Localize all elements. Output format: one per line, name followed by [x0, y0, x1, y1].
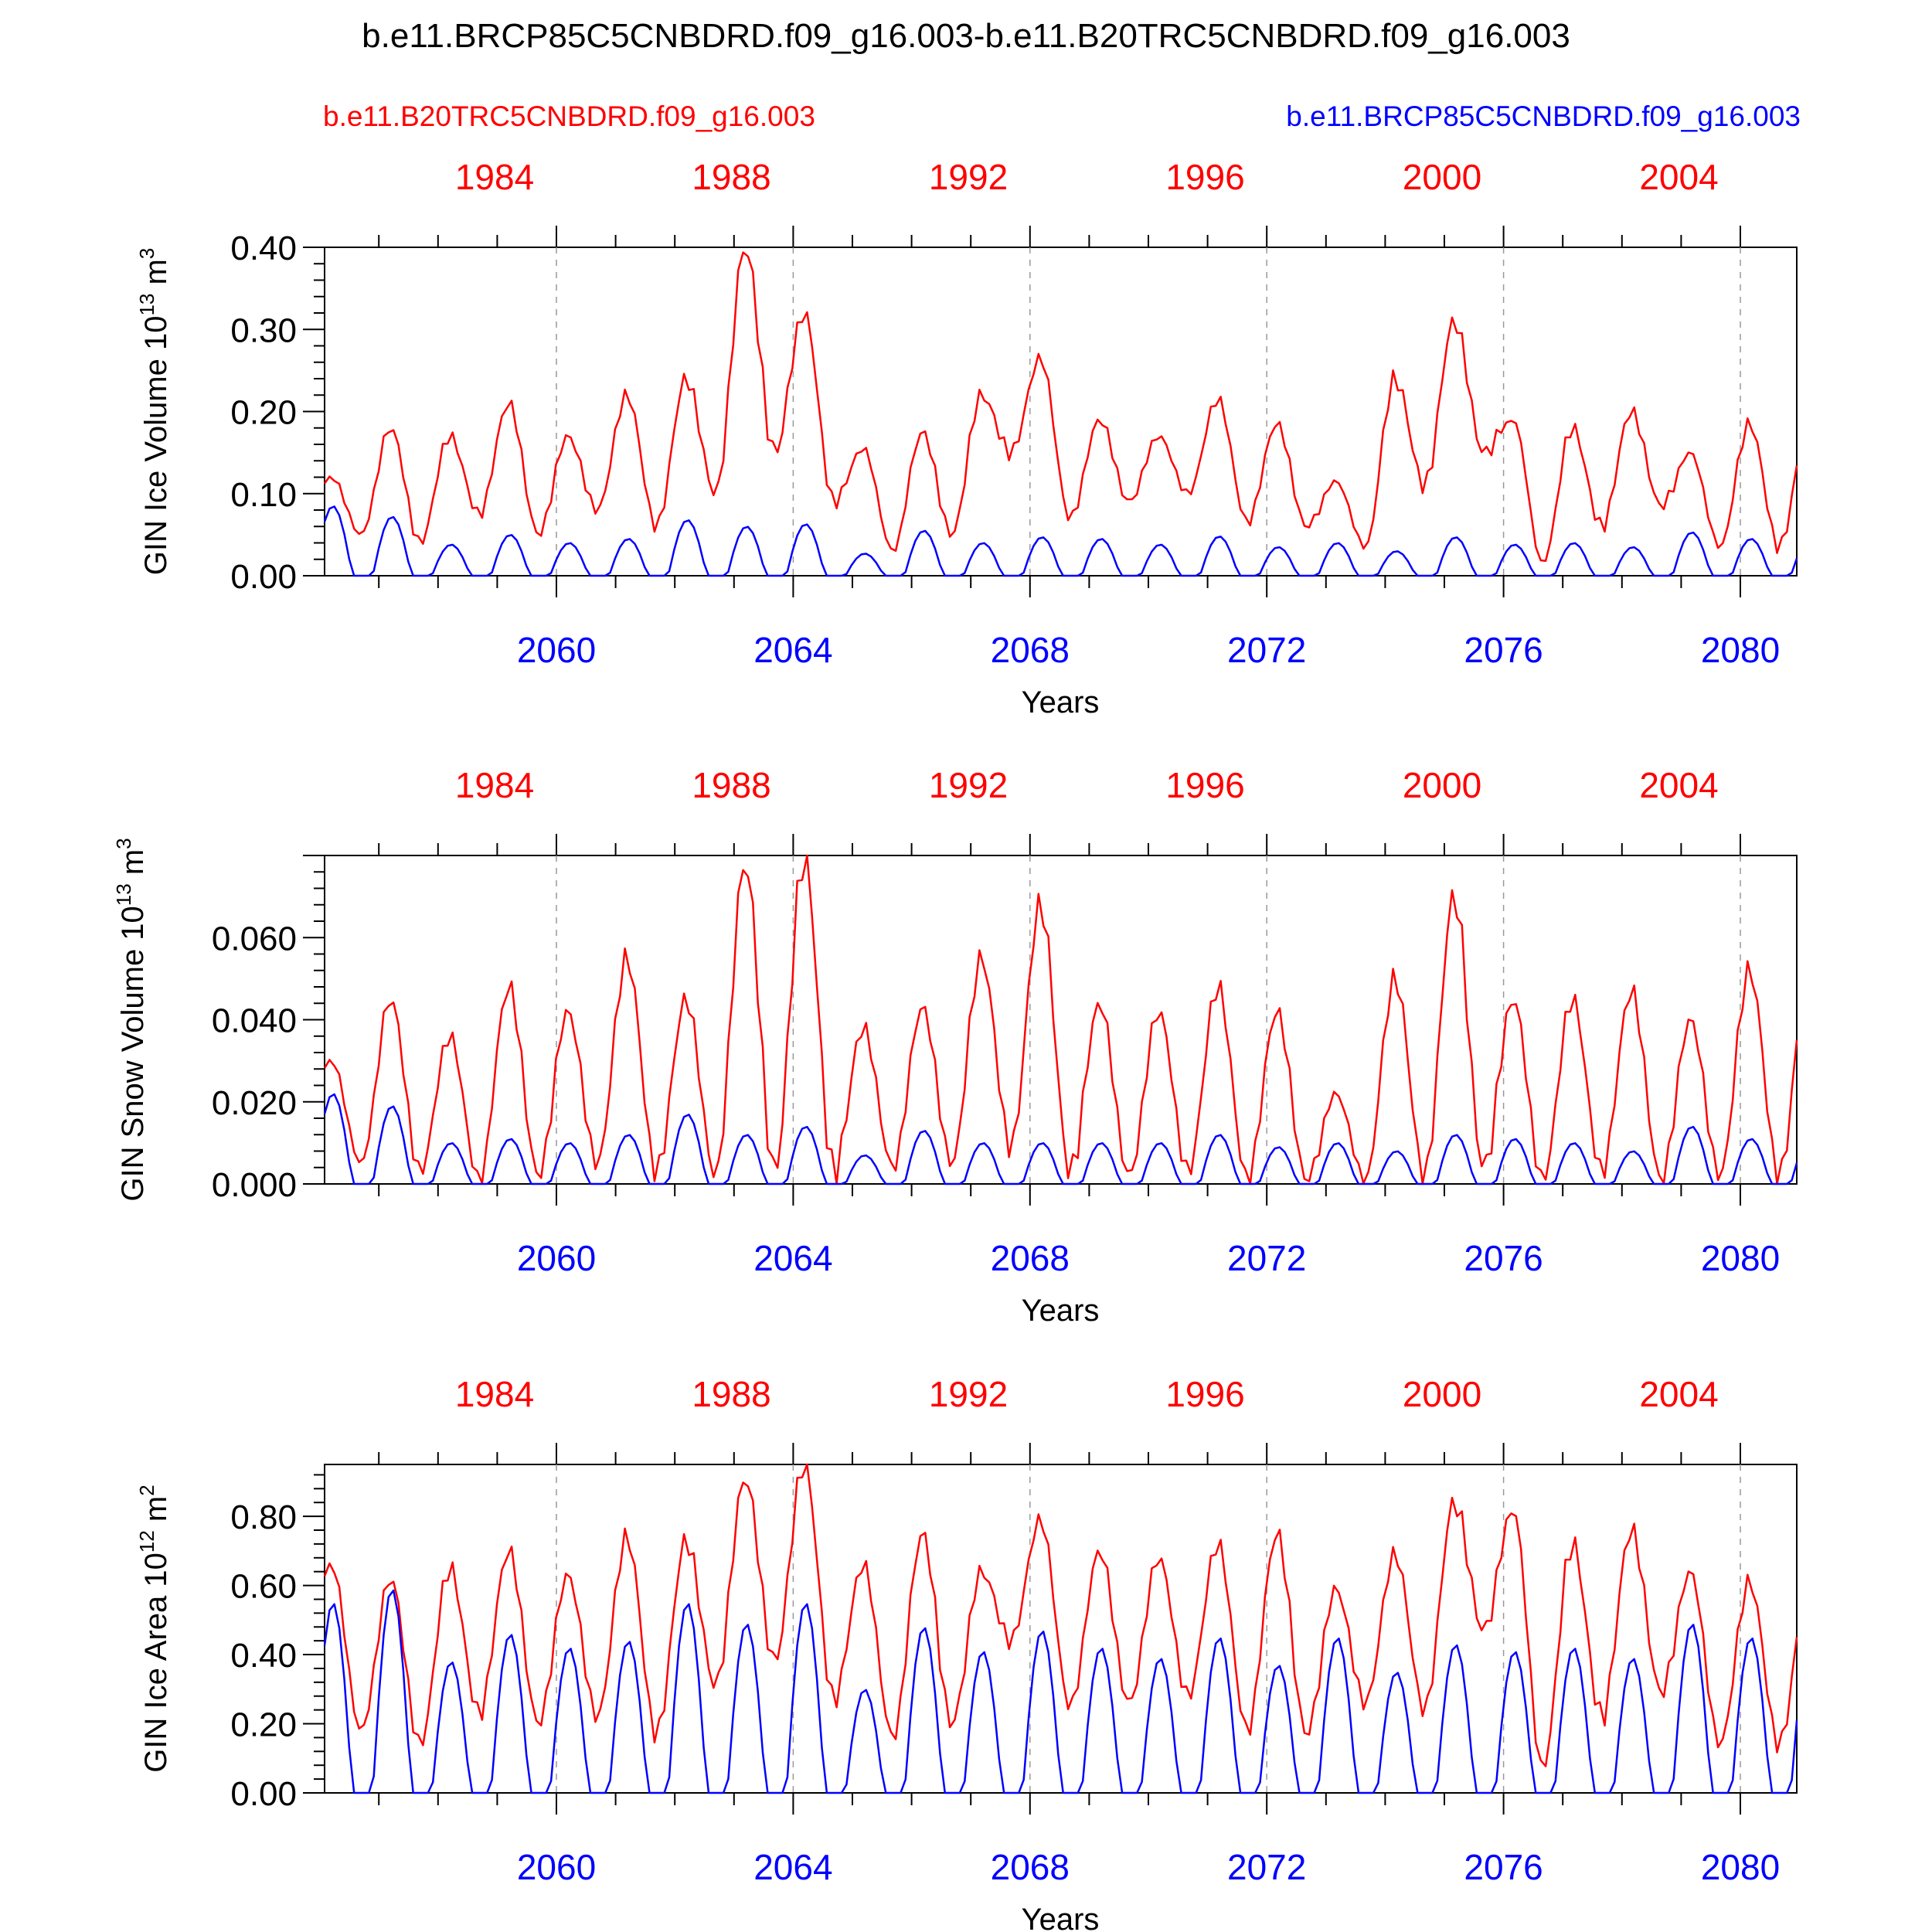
panel2-ytick-label: 0.060 — [212, 920, 297, 957]
panel1-plot-frame — [324, 247, 1798, 577]
panel1-bottom-year-label: 2076 — [1464, 630, 1543, 670]
panel3-series-red — [323, 1463, 1798, 1767]
panel2-bottom-year-label: 2068 — [991, 1238, 1070, 1278]
legend-red-label: b.e11.B20TRC5CNBDRD.f09_g16.003 — [323, 100, 815, 132]
panel3-bottom-year-label: 2072 — [1227, 1847, 1306, 1887]
panel3-ytick-label: 0.20 — [230, 1706, 297, 1744]
panel2-ytick-label: 0.020 — [212, 1084, 297, 1122]
panel1-series-blue — [323, 505, 1798, 577]
panel3-xlabel: Years — [1022, 1903, 1100, 1932]
panel1-xlabel: Years — [1022, 685, 1100, 719]
panel2-ytick-label: 0.040 — [212, 1002, 297, 1040]
panel1-series-red — [323, 251, 1798, 563]
panel1-bottom-year-label: 2072 — [1227, 630, 1306, 670]
panel3-ytick-label: 0.40 — [230, 1637, 297, 1675]
panel3-top-year-label: 1984 — [455, 1374, 534, 1414]
panel2-xlabel: Years — [1022, 1294, 1100, 1328]
panel2-top-year-label: 1992 — [929, 765, 1008, 805]
panel1-ytick-label: 0.30 — [230, 311, 297, 349]
panel1-ylabel: GIN Ice Volume 1013 m3 — [135, 248, 173, 576]
panel1-top-year-label: 1984 — [455, 157, 534, 197]
panel3-plot-frame — [324, 1464, 1798, 1794]
panel3-series-blue — [323, 1589, 1798, 1794]
panel1-top-year-label: 1996 — [1165, 157, 1244, 197]
panel1-top-year-label: 1992 — [929, 157, 1008, 197]
panel3-top-year-label: 2000 — [1403, 1374, 1481, 1414]
panel2-top-year-label: 1996 — [1165, 765, 1244, 805]
panel2-bottom-year-label: 2060 — [517, 1238, 596, 1278]
panel2-top-year-label: 1984 — [455, 765, 534, 805]
panel1-bottom-year-label: 2064 — [753, 630, 832, 670]
panel3-bottom-year-label: 2080 — [1701, 1847, 1780, 1887]
panel3-top-year-label: 1996 — [1165, 1374, 1244, 1414]
panel2-top-year-label: 2004 — [1639, 765, 1718, 805]
panel3-ytick-label: 0.80 — [230, 1498, 297, 1536]
panel1-top-year-label: 1988 — [692, 157, 770, 197]
panel1-bottom-year-label: 2060 — [517, 630, 596, 670]
panel3-ylabel: GIN Ice Area 1012 m2 — [135, 1485, 173, 1772]
panel2-top-year-label: 2000 — [1403, 765, 1481, 805]
panel1-top-year-label: 2000 — [1403, 157, 1481, 197]
panel3-top-year-label: 1992 — [929, 1374, 1008, 1414]
panel2-series-red — [323, 854, 1798, 1185]
panel3-bottom-year-label: 2064 — [753, 1847, 832, 1887]
panel3-ytick-label: 0.60 — [230, 1568, 297, 1606]
panel1-bottom-year-label: 2080 — [1701, 630, 1780, 670]
panel3-top-year-label: 1988 — [692, 1374, 770, 1414]
panel2-bottom-year-label: 2080 — [1701, 1238, 1780, 1278]
panel2-bottom-year-label: 2064 — [753, 1238, 832, 1278]
panel3-top-year-label: 2004 — [1639, 1374, 1718, 1414]
panel2-top-year-label: 1988 — [692, 765, 770, 805]
panel2-plot-frame — [324, 855, 1798, 1185]
panel3-bottom-year-label: 2068 — [991, 1847, 1070, 1887]
chart-title: b.e11.BRCP85C5CNBDRD.f09_g16.003-b.e11.B… — [362, 17, 1570, 55]
panel1-bottom-year-label: 2068 — [991, 630, 1070, 670]
panel2-bottom-year-label: 2076 — [1464, 1238, 1543, 1278]
panel1-ytick-label: 0.20 — [230, 394, 297, 432]
panel2-series-blue — [323, 1093, 1798, 1185]
panel3-bottom-year-label: 2076 — [1464, 1847, 1543, 1887]
panel2-ytick-label: 0.000 — [212, 1166, 297, 1204]
panel1-ytick-label: 0.00 — [230, 558, 297, 596]
panel1-top-year-label: 2004 — [1639, 157, 1718, 197]
panel3-ytick-label: 0.00 — [230, 1775, 297, 1813]
panel1-ytick-label: 0.10 — [230, 476, 297, 514]
panel2-ylabel: GIN Snow Volume 1013 m3 — [112, 838, 150, 1201]
panel1-ytick-label: 0.40 — [230, 230, 297, 267]
legend-blue-label: b.e11.BRCP85C5CNBDRD.f09_g16.003 — [1286, 100, 1801, 132]
panel3-bottom-year-label: 2060 — [517, 1847, 596, 1887]
panel2-bottom-year-label: 2072 — [1227, 1238, 1306, 1278]
